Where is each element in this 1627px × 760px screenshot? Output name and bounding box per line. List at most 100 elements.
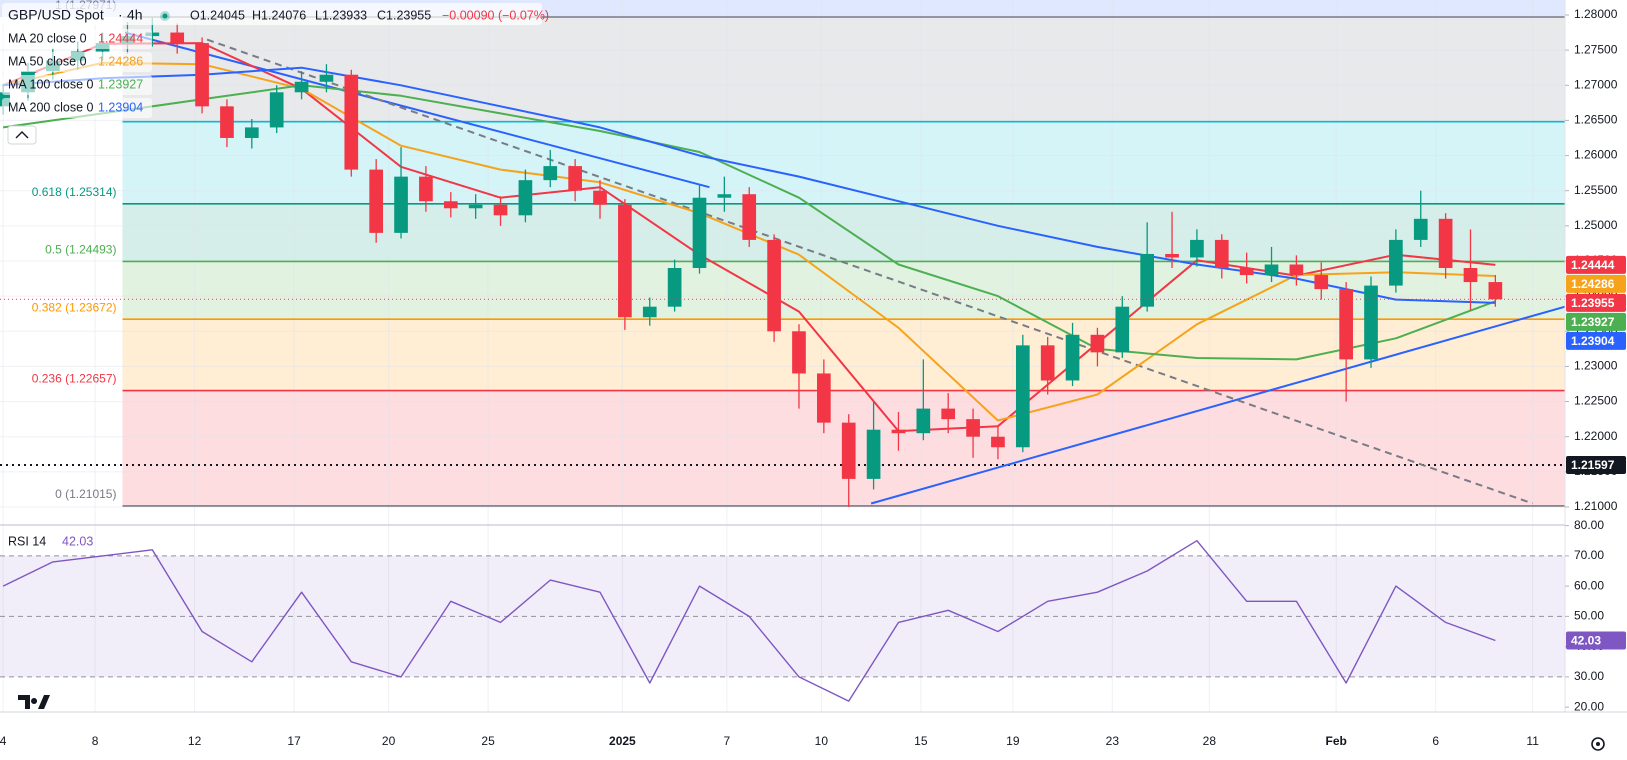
candle-body [792, 331, 806, 374]
price-tag-label: 1.21597 [1571, 458, 1615, 472]
y-tick-label: 1.23000 [1574, 359, 1618, 373]
price-tag-label: 1.24286 [1571, 277, 1615, 291]
rsi-legend-label: RSI 14 [8, 534, 46, 548]
legend-row-bg [2, 52, 152, 72]
candle-body [717, 194, 732, 198]
candle-body [1065, 334, 1080, 381]
fib-zone [122, 17, 1566, 122]
legend-value: 1.23927 [98, 77, 143, 91]
candle-body [319, 74, 334, 82]
x-tick-label: Feb [1326, 734, 1347, 748]
x-tick-label: 23 [1106, 734, 1120, 748]
candle-body [1413, 218, 1428, 240]
y-tick-label: 1.26500 [1574, 113, 1618, 127]
candle-body [618, 204, 632, 318]
rsi-y-tick-label: 50.00 [1574, 609, 1604, 623]
rsi-y-tick-label: 60.00 [1574, 578, 1604, 592]
y-tick-label: 1.25000 [1574, 218, 1618, 232]
rsi-y-tick-label: 20.00 [1574, 699, 1604, 713]
price-tag [1566, 255, 1626, 274]
candle-body [1488, 282, 1503, 300]
candle-body [369, 169, 384, 233]
x-tick-label: 2025 [609, 734, 636, 748]
x-tick-label: 10 [815, 734, 829, 748]
candle-body [195, 43, 209, 107]
legend-label: MA 20 close 0 [8, 31, 87, 45]
price-tag-label: 1.23927 [1571, 315, 1615, 329]
close-label: C1.23955 [377, 8, 431, 22]
candle-body [1463, 268, 1478, 283]
legend-toggle[interactable] [7, 125, 37, 145]
change-label: −0.00090 (−0.07%) [442, 8, 549, 22]
trend-line [870, 305, 1566, 505]
x-tick-label: 17 [287, 734, 301, 748]
fib-label: 0.5 (1.24493) [45, 243, 116, 257]
x-tick-label: 12 [188, 734, 202, 748]
candle-body [394, 176, 408, 233]
candle-body [1314, 275, 1329, 290]
y-tick-label: 1.25500 [1574, 183, 1618, 197]
rsi-line [2, 540, 1496, 702]
legend-row-bg [2, 29, 152, 49]
toggle-button[interactable] [7, 125, 37, 145]
candle-body [269, 92, 284, 128]
y-tick-label: 1.28000 [1574, 7, 1618, 21]
candle-body [468, 204, 483, 209]
settings-button[interactable] [1591, 737, 1605, 751]
price-pane: 1 (1.27971)0.618 (1.25314)0.5 (1.24493)0… [0, 0, 1566, 525]
rsi-tag-label: 42.03 [1571, 634, 1601, 648]
y-tick-label: 1.27000 [1574, 77, 1618, 91]
candle-body [1239, 268, 1254, 276]
candle-body [493, 204, 508, 216]
low-label: L1.23933 [315, 8, 367, 22]
legend-value: 1.24286 [98, 54, 143, 68]
price-tag-label: 1.23904 [1571, 334, 1615, 348]
price-tag [1566, 274, 1626, 293]
candle-body [642, 306, 657, 318]
rsi-y-tick-label: 70.00 [1574, 548, 1604, 562]
candle-body [543, 166, 558, 181]
rsi-tag [1566, 631, 1626, 650]
legend-row-bg [2, 75, 152, 95]
trend-line [206, 38, 1533, 505]
y-tick-label: 1.26000 [1574, 148, 1618, 162]
fib-label: 0.382 (1.23672) [32, 300, 117, 314]
candle-body [767, 239, 781, 332]
x-tick-label: 4 [0, 734, 7, 748]
candle-body [1364, 285, 1378, 360]
legend-label: MA 50 close 0 [8, 54, 87, 68]
logo-shape [18, 695, 50, 709]
y-tick-label: 1.22500 [1574, 394, 1618, 408]
settings-gear[interactable] [1591, 737, 1605, 751]
x-tick-label: 15 [914, 734, 928, 748]
x-tick-label: 28 [1203, 734, 1217, 748]
price-tag-label: 1.24444 [1571, 258, 1615, 272]
fib-label: 0.236 (1.22657) [32, 372, 117, 386]
settings-gear-center [1596, 742, 1600, 746]
candle-body [443, 201, 458, 209]
status-dot [162, 13, 168, 19]
y-tick-label: 1.22000 [1574, 429, 1618, 443]
candle-body [692, 197, 707, 269]
candle-body [1339, 289, 1353, 360]
candle-body [518, 180, 533, 216]
fib-label: 0 (1.21015) [55, 487, 116, 501]
candle-body [1015, 345, 1030, 448]
tradingview-logo [18, 695, 50, 709]
candle-body [841, 422, 856, 479]
candle-body [817, 373, 831, 423]
price-tag [1566, 293, 1626, 312]
price-tag [1566, 456, 1626, 475]
candle-body [1090, 334, 1105, 353]
price-tag-label: 1.23955 [1571, 296, 1615, 310]
interval: 4h [127, 7, 143, 23]
candle-body [916, 408, 931, 434]
x-tick-label: 11 [1526, 734, 1539, 748]
candle-body [419, 176, 433, 202]
candle-body [1214, 239, 1229, 269]
candle-body [1040, 345, 1055, 381]
y-tick-label: 1.27500 [1574, 42, 1618, 56]
candle-body [991, 436, 1005, 448]
toggle-chevron [15, 131, 29, 139]
trend-line [124, 31, 710, 189]
